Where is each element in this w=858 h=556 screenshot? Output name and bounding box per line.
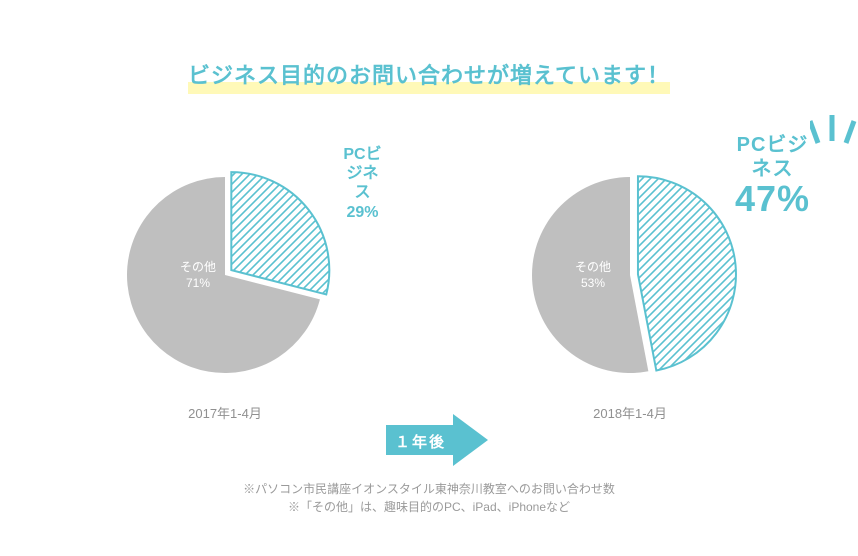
footnote-line: ※「その他」は、趣味目的のPC、iPad、iPhoneなど bbox=[0, 498, 858, 516]
callout-percent: 47% bbox=[735, 181, 810, 217]
pie-2018: PCビジネス 47% その他 53% 2018年1-4月 bbox=[530, 155, 790, 385]
rays-icon bbox=[810, 113, 858, 153]
callout-business-2017: PCビジネス 29% bbox=[340, 145, 385, 222]
pie-chart-2017 bbox=[125, 155, 345, 385]
other-percent: 71% bbox=[180, 276, 216, 292]
pie-2017: PCビジネス 29% その他 71% 2017年1-4月 bbox=[125, 155, 385, 385]
callout-business-2018: PCビジネス 47% bbox=[735, 133, 810, 217]
footnotes: ※パソコン市民講座イオンスタイル東神奈川教室へのお問い合わせ数 ※「その他」は、… bbox=[0, 480, 858, 516]
callout-label: PCビジネス bbox=[340, 145, 385, 203]
other-text: その他 bbox=[180, 260, 216, 276]
callout-label: PCビジネス bbox=[735, 133, 810, 181]
page-title: ビジネス目的のお問い合わせが増えています！ bbox=[188, 58, 670, 90]
title-container: ビジネス目的のお問い合わせが増えています！ bbox=[0, 58, 858, 90]
footnote-line: ※パソコン市民講座イオンスタイル東神奈川教室へのお問い合わせ数 bbox=[0, 480, 858, 498]
period-2018: 2018年1-4月 bbox=[530, 403, 730, 422]
other-label-2017: その他 71% bbox=[180, 260, 216, 291]
pie-chart-2018 bbox=[530, 155, 750, 385]
other-percent: 53% bbox=[575, 276, 611, 292]
charts-row: PCビジネス 29% その他 71% 2017年1-4月 １年後 PCビジネス … bbox=[0, 155, 858, 455]
other-text: その他 bbox=[575, 260, 611, 276]
arrow-label: １年後 bbox=[395, 431, 446, 452]
period-2017: 2017年1-4月 bbox=[125, 403, 325, 422]
other-label-2018: その他 53% bbox=[575, 260, 611, 291]
callout-percent: 29% bbox=[340, 203, 385, 222]
